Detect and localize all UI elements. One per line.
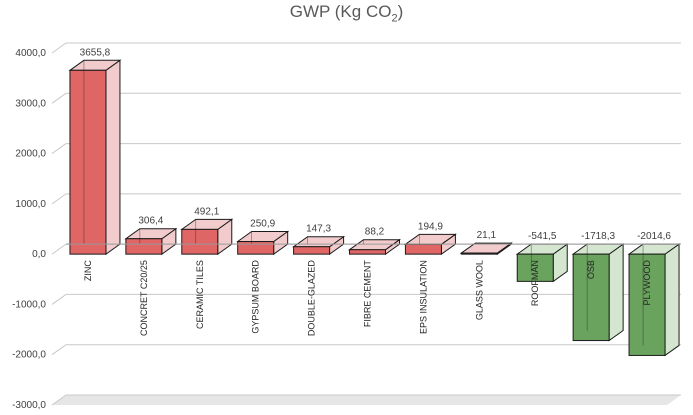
- y-tick-label: 1000,0: [15, 199, 46, 210]
- category-label: FIBRE CEMENT: [363, 260, 373, 328]
- category-label: DOUBLE-GLAZED: [307, 260, 317, 337]
- y-tick-label: -2000,0: [12, 350, 46, 361]
- data-label: -541,5: [528, 231, 557, 242]
- bar-front: [404, 243, 442, 255]
- data-label: 194,9: [418, 221, 443, 232]
- category-label: PLYWOOD: [642, 260, 652, 306]
- chart-title: GWP (Kg CO2): [289, 2, 404, 25]
- bar-eps-insulation: 194,9 EPS INSULATION: [403, 221, 457, 334]
- category-label: ROOFMAN: [530, 260, 540, 306]
- gridline-depth: [51, 243, 67, 255]
- bar-front: [349, 249, 386, 255]
- bar-front: [572, 253, 610, 342]
- bar-double-glazed: 147,3 DOUBLE-GLAZED: [292, 224, 346, 337]
- bar-front: [69, 69, 107, 255]
- data-label: 492,1: [194, 206, 219, 217]
- y-tick-label: 3000,0: [15, 98, 46, 109]
- y-tick-label: -1000,0: [12, 299, 46, 310]
- chart-floor: [52, 395, 681, 405]
- bar-fibre-cement: 88,2 FIBRE CEMENT: [347, 227, 402, 328]
- y-tick-label: 4000,0: [15, 48, 46, 59]
- category-label: GYPSUM BOARD: [251, 260, 261, 334]
- bar-side: [664, 243, 680, 357]
- data-label: 250,9: [250, 219, 275, 230]
- bar-front: [237, 241, 275, 255]
- bar-plywood: -2014,6 PLYWOOD: [627, 231, 681, 357]
- bar-front: [628, 253, 666, 356]
- bar-osb: -1718,3 OSB: [571, 231, 625, 342]
- bar-glass-wool: 21,1 GLASS WOOL: [459, 230, 513, 320]
- bar-side: [105, 59, 121, 256]
- data-label: -1718,3: [581, 231, 615, 242]
- bar-side: [608, 243, 624, 342]
- category-label: GLASS WOOL: [474, 260, 484, 320]
- bar-front: [181, 228, 219, 255]
- category-label: OSB: [586, 260, 596, 279]
- gridline-depth: [51, 143, 67, 154]
- data-label: -2014,6: [637, 231, 671, 242]
- gridline-depth: [51, 344, 67, 356]
- bar-front: [460, 252, 498, 255]
- bar-gypsum-board: 250,9 GYPSUM BOARD: [236, 219, 290, 334]
- gridline-depth: [51, 92, 67, 104]
- data-label: 3655,8: [80, 47, 111, 58]
- bar-ceramic-tiles: 492,1 CERAMIC TILES: [180, 206, 234, 329]
- bar-front: [516, 253, 554, 282]
- gridline-depth: [51, 294, 67, 305]
- data-label: 88,2: [365, 227, 385, 238]
- y-tick-label: -3000,0: [12, 400, 46, 411]
- bar-concret-c20-25: 306,4 CONCRET C20/25: [124, 216, 178, 336]
- category-label: ZINC: [83, 260, 93, 281]
- category-label: CERAMIC TILES: [195, 260, 205, 329]
- bar-zinc: 3655,8 ZINC: [68, 47, 122, 281]
- bar-front: [293, 246, 331, 255]
- y-tick-label: 0,0: [32, 249, 46, 260]
- gridline-depth: [51, 394, 67, 406]
- bar-front: [125, 238, 163, 255]
- category-label: EPS INSULATION: [418, 260, 428, 334]
- y-tick-label: 2000,0: [15, 149, 46, 160]
- data-label: 21,1: [477, 230, 497, 241]
- data-label: 306,4: [138, 216, 163, 227]
- category-label: CONCRET C20/25: [139, 260, 149, 336]
- gridline-depth: [51, 193, 67, 205]
- data-label: 147,3: [306, 224, 331, 235]
- gridline-depth: [51, 42, 67, 54]
